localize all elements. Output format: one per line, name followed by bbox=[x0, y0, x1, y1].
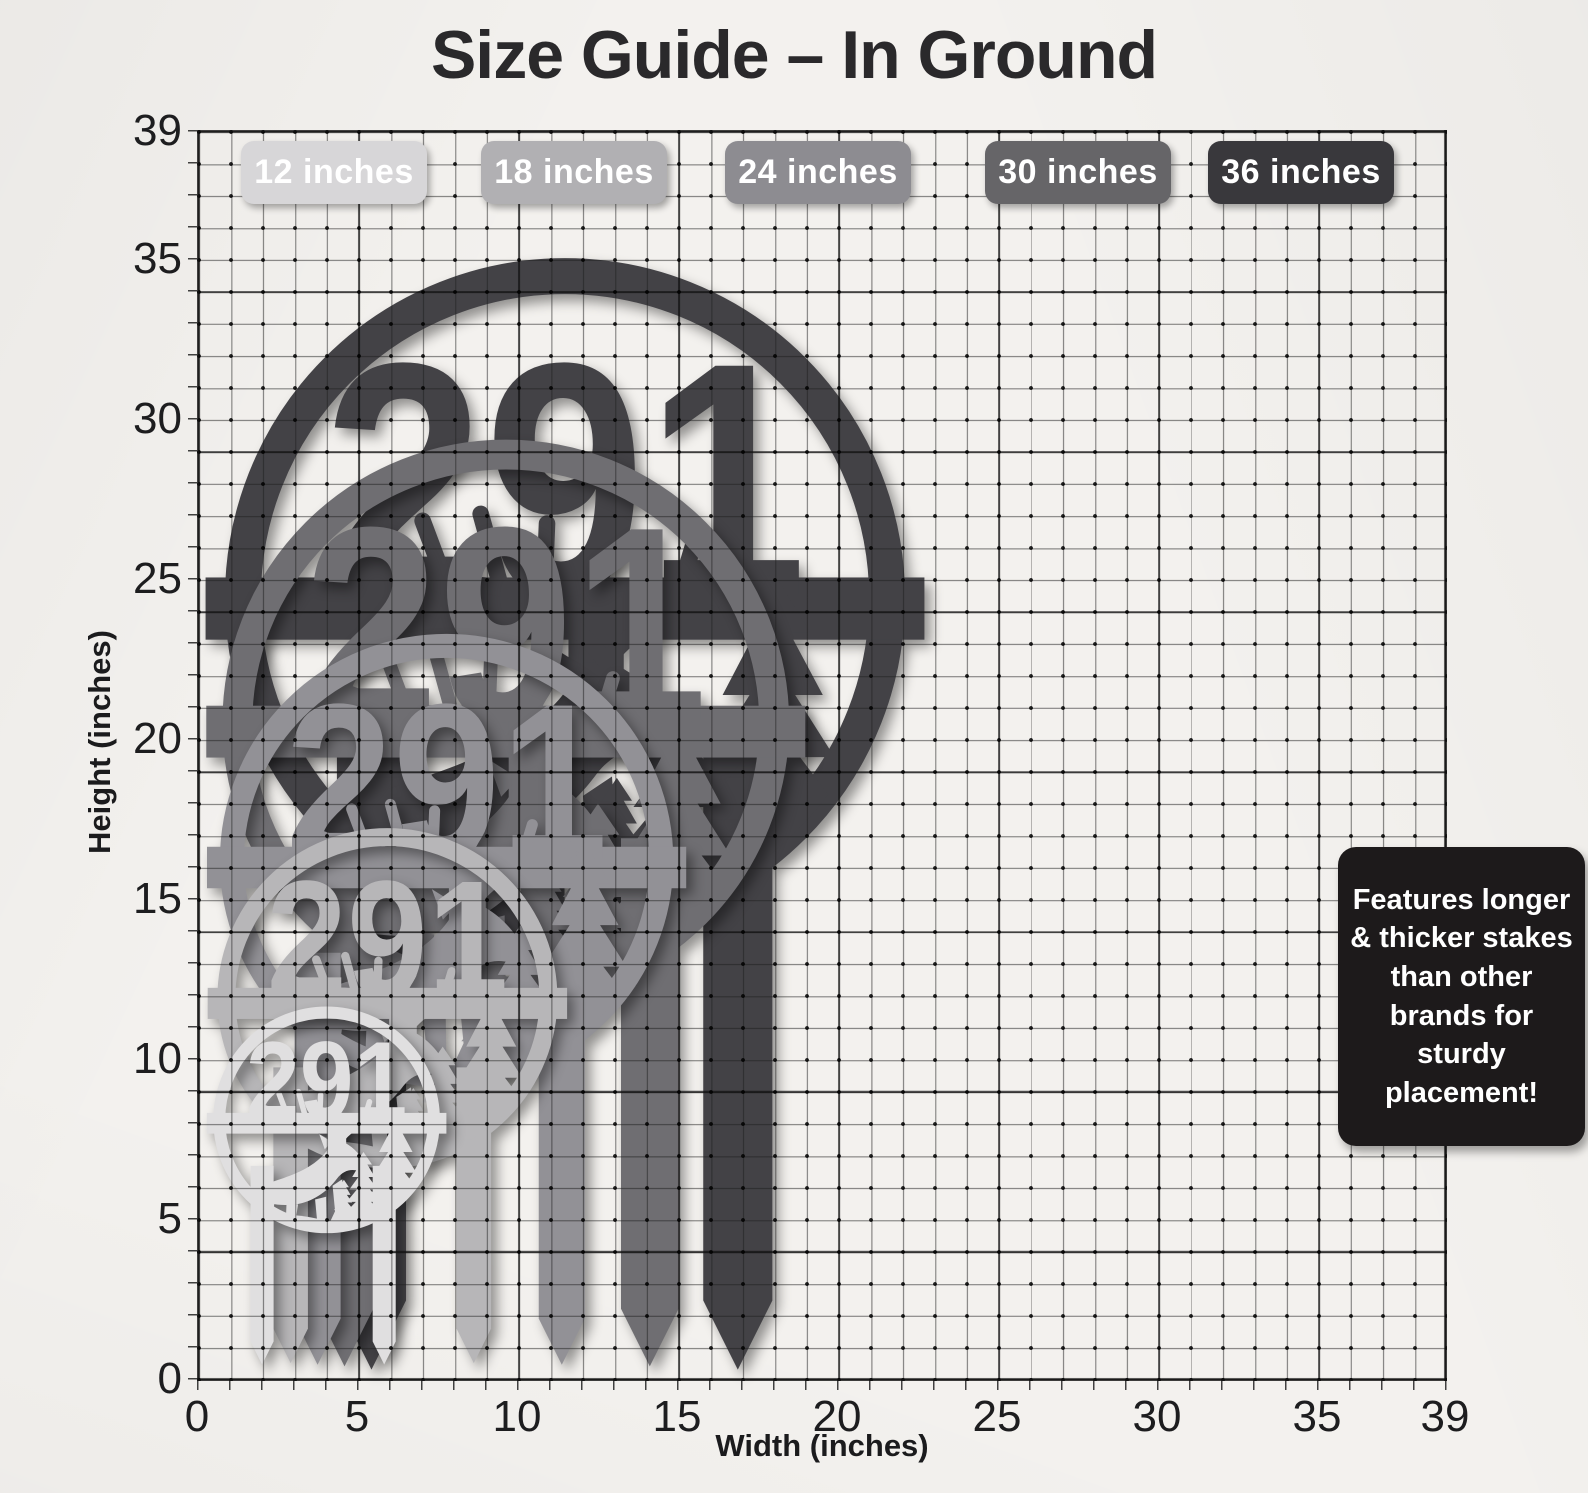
note-text: Features longer & thicker stakes than ot… bbox=[1350, 883, 1573, 1109]
y-tick-label: 35 bbox=[133, 234, 182, 283]
badge-36in: 36 inches bbox=[1208, 141, 1394, 204]
y-axis-title: Height (inches) bbox=[82, 630, 117, 854]
y-tick-label: 5 bbox=[157, 1194, 182, 1243]
x-tick-label: 0 bbox=[184, 1392, 210, 1441]
y-tick-label: 10 bbox=[133, 1034, 182, 1083]
x-tick-label: 30 bbox=[1132, 1392, 1182, 1441]
x-tick-label: 10 bbox=[492, 1392, 542, 1441]
x-tick-label: 20 bbox=[812, 1392, 862, 1441]
badge-18in: 18 inches bbox=[481, 141, 667, 204]
note-callout: Features longer & thicker stakes than ot… bbox=[1338, 847, 1585, 1146]
y-tick-label: 0 bbox=[157, 1354, 182, 1403]
y-tick-label: 25 bbox=[133, 554, 182, 603]
x-axis-title: Width (inches) bbox=[715, 1428, 929, 1463]
y-tick-label: 39 bbox=[133, 106, 182, 155]
y-tick-label: 20 bbox=[133, 714, 182, 763]
badge-12in: 12 inches bbox=[241, 141, 427, 204]
x-tick-label: 15 bbox=[652, 1392, 702, 1441]
page-title: Size Guide – In Ground bbox=[430, 17, 1158, 93]
badge-30in: 30 inches bbox=[985, 141, 1171, 204]
x-tick-label: 5 bbox=[344, 1392, 370, 1441]
y-tick-label: 15 bbox=[133, 874, 182, 923]
x-tick-label: 39 bbox=[1420, 1392, 1470, 1441]
y-axis-ticks bbox=[188, 130, 197, 1381]
y-tick-label: 30 bbox=[133, 394, 182, 443]
x-tick-label: 35 bbox=[1292, 1392, 1342, 1441]
x-axis-ticks bbox=[197, 1381, 1447, 1390]
x-tick-label: 25 bbox=[972, 1392, 1022, 1441]
badge-24in: 24 inches bbox=[725, 141, 911, 204]
